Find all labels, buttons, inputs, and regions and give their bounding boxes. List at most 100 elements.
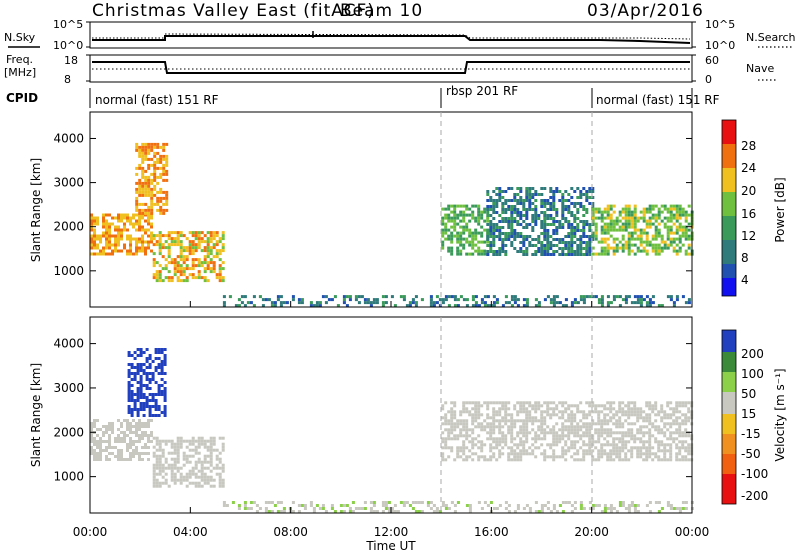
- data-cell: [182, 270, 186, 274]
- data-cell: [648, 422, 652, 426]
- data-cell: [651, 425, 655, 429]
- data-cell: [330, 504, 334, 507]
- data-cell: [136, 390, 140, 393]
- data-cell: [159, 208, 163, 212]
- data-cell: [594, 440, 598, 444]
- data-cell: [139, 405, 143, 408]
- data-cell: [627, 428, 631, 432]
- data-region: [90, 419, 153, 461]
- data-cell: [606, 419, 610, 423]
- data-cell: [495, 250, 499, 253]
- data-cell: [540, 413, 544, 417]
- data-cell: [642, 228, 646, 232]
- data-cell: [606, 455, 610, 459]
- data-cell: [564, 452, 568, 456]
- data-cell: [459, 243, 463, 247]
- yaxis-tick-label: 2000: [53, 425, 84, 439]
- data-cell: [459, 237, 463, 241]
- data-cell: [162, 178, 166, 182]
- data-cell: [585, 247, 589, 250]
- data-cell: [209, 258, 213, 262]
- data-cell: [645, 404, 649, 408]
- data-cell: [150, 431, 153, 434]
- data-cell: [528, 199, 532, 202]
- data-cell: [639, 416, 643, 420]
- data-cell: [173, 442, 177, 446]
- data-cell: [615, 410, 619, 414]
- data-cell: [173, 240, 177, 244]
- data-cell: [492, 205, 496, 208]
- data-cell: [396, 510, 400, 513]
- data-cell: [504, 401, 508, 405]
- data-cell: [546, 199, 550, 202]
- data-cell: [162, 202, 166, 206]
- data-cell: [564, 407, 568, 411]
- data-cell: [158, 234, 162, 238]
- data-cell: [276, 295, 280, 299]
- data-cell: [510, 295, 514, 299]
- data-cell: [624, 204, 628, 208]
- data-cell: [155, 460, 159, 464]
- data-cell: [615, 452, 619, 456]
- data-cell: [138, 452, 141, 455]
- data-cell: [552, 407, 556, 411]
- data-cell: [570, 187, 574, 190]
- data-cell: [579, 220, 583, 223]
- data-cell: [108, 452, 111, 455]
- data-cell: [519, 199, 523, 202]
- data-cell: [132, 452, 135, 455]
- data-cell: [206, 264, 210, 268]
- data-cell: [390, 507, 394, 510]
- data-cell: [188, 231, 192, 235]
- data-cell: [636, 446, 640, 450]
- data-cell: [555, 190, 559, 193]
- data-cell: [150, 157, 154, 161]
- data-cell: [126, 234, 129, 238]
- data-cell: [90, 428, 93, 431]
- data-cell: [588, 507, 592, 510]
- data-cell: [603, 252, 607, 256]
- data-cell: [141, 145, 145, 149]
- data-cell: [117, 428, 120, 431]
- data-cell: [471, 416, 475, 420]
- data-cell: [270, 301, 274, 305]
- data-cell: [408, 301, 412, 305]
- data-cell: [203, 270, 207, 274]
- data-cell: [152, 481, 156, 485]
- data-cell: [453, 416, 457, 420]
- data-cell: [549, 190, 553, 193]
- data-cell: [203, 475, 207, 479]
- data-cell: [585, 196, 589, 199]
- data-cell: [507, 235, 511, 238]
- data-cell: [504, 410, 508, 414]
- data-cell: [600, 246, 604, 250]
- data-cell: [543, 232, 547, 235]
- data-cell: [537, 241, 541, 244]
- data-cell: [546, 217, 550, 220]
- data-cell: [687, 449, 691, 453]
- data-cell: [135, 205, 139, 209]
- beam-label: Beam 10: [340, 1, 423, 21]
- data-cell: [176, 469, 180, 473]
- data-cell: [627, 243, 631, 247]
- data-cell: [441, 440, 445, 444]
- data-cell: [498, 401, 502, 405]
- data-cell: [188, 252, 192, 256]
- data-cell: [483, 301, 487, 305]
- data-cell: [471, 458, 475, 462]
- data-cell: [612, 295, 616, 299]
- data-cell: [501, 217, 505, 220]
- data-cell: [501, 202, 505, 205]
- data-cell: [209, 234, 213, 238]
- data-cell: [627, 216, 631, 220]
- data-cell: [663, 446, 667, 450]
- data-cell: [636, 449, 640, 453]
- data-cell: [342, 298, 346, 302]
- data-cell: [531, 214, 535, 217]
- data-cell: [507, 428, 511, 432]
- data-cell: [194, 258, 198, 262]
- data-cell: [633, 231, 637, 235]
- data-cell: [645, 231, 649, 235]
- data-cell: [165, 190, 169, 194]
- data-cell: [546, 223, 550, 226]
